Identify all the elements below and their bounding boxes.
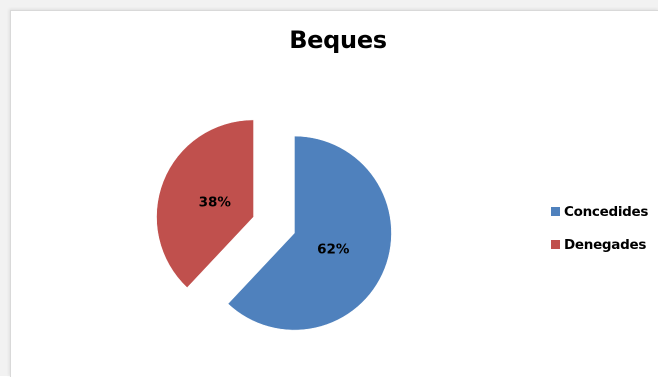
legend-label-concedides: Concedides	[564, 203, 649, 220]
data-label-concedides: 62%	[317, 241, 350, 257]
legend-label-denegades: Denegades	[564, 236, 647, 253]
chart-legend: Concedides Denegades	[551, 200, 648, 266]
legend-swatch-denegades	[551, 240, 560, 249]
data-label-denegades: 38%	[199, 195, 232, 211]
legend-swatch-concedides	[551, 207, 560, 216]
chart-title: Beques	[289, 26, 387, 54]
pie-slice-denegades	[156, 119, 254, 288]
legend-item-concedides: Concedides	[551, 200, 648, 223]
pie-slice-concedides	[227, 135, 392, 331]
legend-item-denegades: Denegades	[551, 233, 648, 256]
